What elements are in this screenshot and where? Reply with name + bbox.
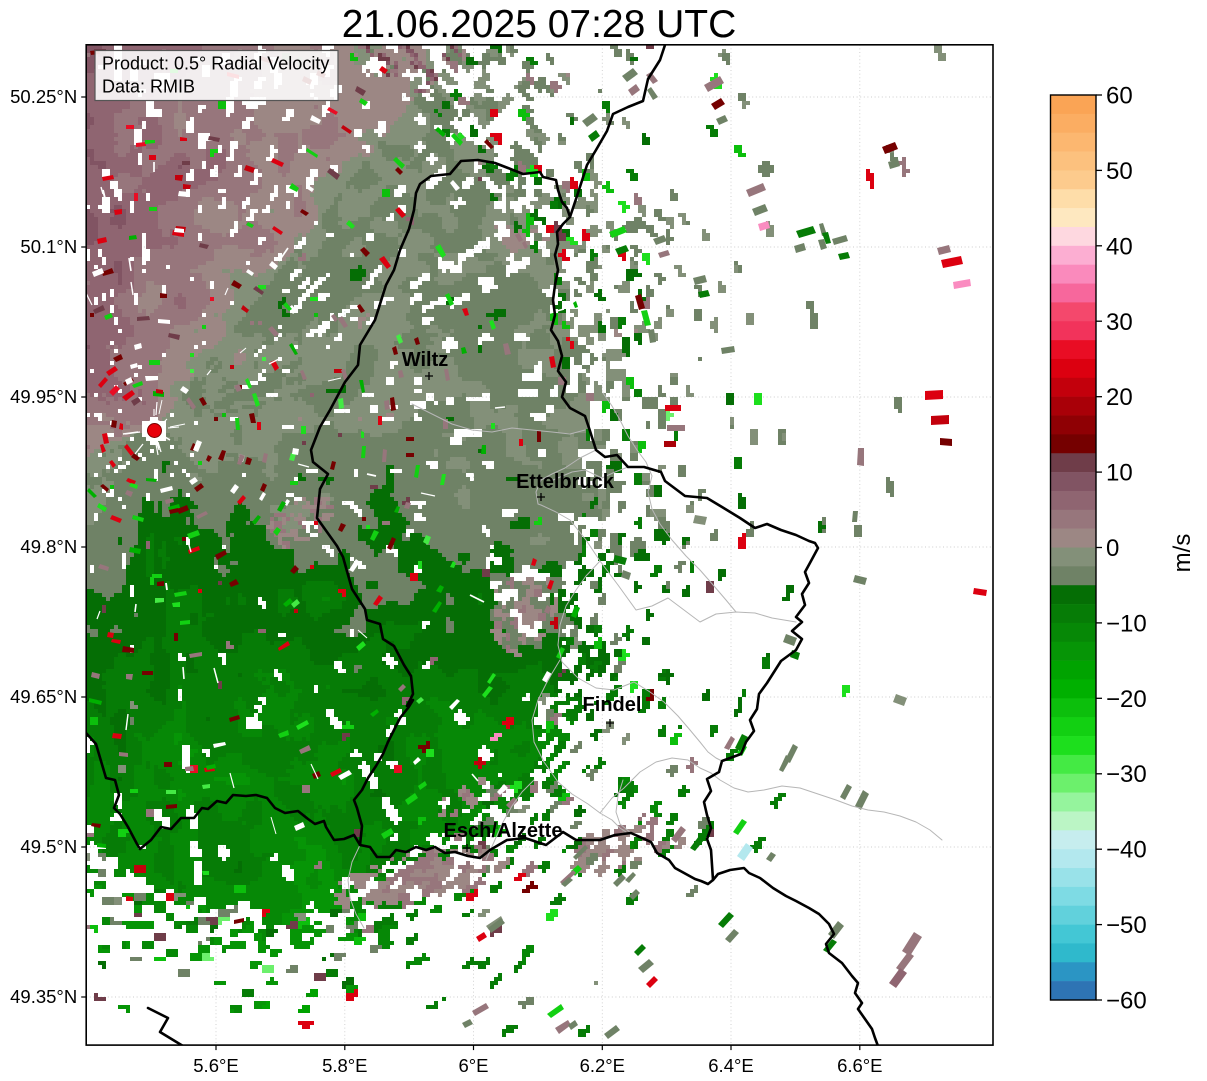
svg-text:6°E: 6°E bbox=[458, 1055, 488, 1076]
svg-text:−20: −20 bbox=[1106, 686, 1147, 713]
svg-text:21.06.2025 07:28 UTC: 21.06.2025 07:28 UTC bbox=[342, 3, 737, 46]
svg-text:5.8°E: 5.8°E bbox=[322, 1055, 367, 1076]
svg-text:0: 0 bbox=[1106, 535, 1119, 562]
svg-text:30: 30 bbox=[1106, 309, 1133, 336]
svg-text:20: 20 bbox=[1106, 384, 1133, 411]
svg-text:Esch/Alzette: Esch/Alzette bbox=[444, 820, 563, 842]
svg-text:6.6°E: 6.6°E bbox=[837, 1055, 882, 1076]
svg-text:60: 60 bbox=[1106, 83, 1133, 110]
svg-text:49.95°N: 49.95°N bbox=[10, 386, 77, 407]
svg-text:−60: −60 bbox=[1106, 988, 1147, 1015]
svg-text:50.25°N: 50.25°N bbox=[10, 86, 77, 107]
svg-text:Wiltz: Wiltz bbox=[402, 349, 448, 371]
svg-text:Data: RMIB: Data: RMIB bbox=[102, 77, 195, 97]
svg-text:−30: −30 bbox=[1106, 761, 1147, 788]
svg-text:Product: 0.5° Radial Velocity: Product: 0.5° Radial Velocity bbox=[102, 54, 329, 74]
svg-text:Findel: Findel bbox=[583, 694, 642, 716]
svg-text:m/s: m/s bbox=[1169, 534, 1196, 573]
svg-text:6.2°E: 6.2°E bbox=[580, 1055, 625, 1076]
svg-text:49.5°N: 49.5°N bbox=[20, 836, 77, 857]
svg-text:49.35°N: 49.35°N bbox=[10, 986, 77, 1007]
svg-text:−40: −40 bbox=[1106, 837, 1147, 864]
svg-text:49.8°N: 49.8°N bbox=[20, 536, 77, 557]
svg-text:5.6°E: 5.6°E bbox=[193, 1055, 238, 1076]
svg-text:50: 50 bbox=[1106, 158, 1133, 185]
svg-text:Ettelbruck: Ettelbruck bbox=[516, 471, 615, 493]
svg-text:10: 10 bbox=[1106, 460, 1133, 487]
svg-text:40: 40 bbox=[1106, 233, 1133, 260]
svg-text:50.1°N: 50.1°N bbox=[20, 236, 77, 257]
svg-text:6.4°E: 6.4°E bbox=[708, 1055, 753, 1076]
svg-text:−10: −10 bbox=[1106, 610, 1147, 637]
svg-text:49.65°N: 49.65°N bbox=[10, 686, 77, 707]
svg-text:−50: −50 bbox=[1106, 912, 1147, 939]
